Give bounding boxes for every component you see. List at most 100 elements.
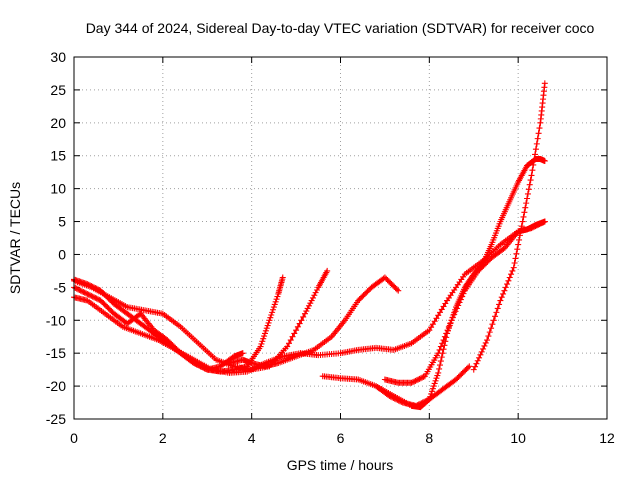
data-point bbox=[531, 156, 538, 163]
data-point bbox=[536, 125, 543, 132]
data-point bbox=[523, 200, 530, 207]
data-point bbox=[455, 373, 462, 380]
data-point bbox=[524, 190, 531, 197]
data-point bbox=[293, 327, 300, 334]
data-point bbox=[541, 218, 548, 225]
data-point bbox=[510, 264, 517, 271]
data-point bbox=[384, 277, 391, 284]
data-point bbox=[359, 293, 366, 300]
data-point bbox=[519, 218, 526, 225]
data-point bbox=[500, 290, 507, 297]
data-point bbox=[535, 130, 542, 137]
data-point bbox=[481, 342, 488, 349]
data-point bbox=[78, 288, 85, 295]
data-point bbox=[265, 319, 272, 326]
data-point bbox=[436, 365, 443, 372]
data-point bbox=[455, 302, 462, 309]
series-arc-7 bbox=[381, 218, 548, 386]
data-point bbox=[270, 304, 277, 311]
data-point bbox=[530, 161, 537, 168]
data-point bbox=[439, 340, 446, 347]
data-point bbox=[512, 255, 519, 262]
data-point bbox=[522, 204, 529, 211]
data-point bbox=[489, 321, 496, 328]
data-point bbox=[500, 245, 507, 252]
data-point bbox=[452, 308, 459, 315]
data-point bbox=[105, 305, 112, 312]
data-point bbox=[475, 267, 482, 274]
data-point bbox=[108, 308, 115, 315]
data-point bbox=[482, 339, 489, 346]
data-point bbox=[72, 285, 79, 292]
data-point bbox=[411, 378, 418, 385]
y-tick-label: 25 bbox=[50, 82, 66, 98]
data-point bbox=[440, 337, 447, 344]
data-point bbox=[490, 317, 497, 324]
data-point bbox=[509, 267, 516, 274]
data-point bbox=[274, 293, 281, 300]
data-point bbox=[289, 333, 296, 340]
data-point bbox=[480, 262, 487, 269]
data-point bbox=[94, 296, 101, 303]
data-point bbox=[460, 368, 467, 375]
data-point bbox=[517, 227, 524, 234]
series-arc-6 bbox=[319, 156, 548, 411]
data-point bbox=[395, 287, 402, 294]
y-tick-label: 5 bbox=[58, 214, 66, 230]
plot-frame bbox=[73, 56, 608, 420]
data-point bbox=[391, 395, 398, 402]
data-point bbox=[413, 377, 420, 384]
data-point bbox=[493, 309, 500, 316]
data-point bbox=[453, 305, 460, 312]
data-point bbox=[516, 236, 523, 243]
data-point bbox=[419, 374, 426, 381]
data-point bbox=[279, 274, 286, 281]
data-point bbox=[447, 320, 454, 327]
data-point bbox=[460, 290, 467, 297]
data-point bbox=[443, 330, 450, 337]
data-point bbox=[385, 278, 392, 285]
data-point bbox=[92, 294, 99, 301]
data-point bbox=[84, 290, 91, 297]
data-point bbox=[387, 279, 394, 286]
data-point bbox=[86, 292, 93, 299]
data-point bbox=[529, 167, 536, 174]
data-point bbox=[541, 80, 548, 87]
data-point bbox=[296, 320, 303, 327]
data-point bbox=[309, 294, 316, 301]
data-point bbox=[104, 304, 111, 311]
data-point bbox=[106, 306, 113, 313]
data-point bbox=[527, 177, 534, 184]
data-point bbox=[262, 327, 269, 334]
data-point bbox=[361, 290, 368, 297]
data-point bbox=[506, 274, 513, 281]
data-point bbox=[533, 140, 540, 147]
data-point bbox=[360, 292, 367, 299]
data-point bbox=[444, 327, 451, 334]
data-point bbox=[311, 292, 318, 299]
data-point bbox=[364, 288, 371, 295]
data-point bbox=[397, 398, 404, 405]
data-point bbox=[438, 354, 445, 361]
x-tick-label: 10 bbox=[510, 430, 526, 446]
data-point bbox=[423, 397, 430, 404]
data-point bbox=[392, 285, 399, 292]
data-point bbox=[416, 375, 423, 382]
data-point bbox=[472, 363, 479, 370]
data-point bbox=[261, 330, 268, 337]
data-point bbox=[525, 186, 532, 193]
data-point bbox=[390, 394, 397, 401]
data-point bbox=[420, 373, 427, 380]
data-point bbox=[76, 286, 83, 293]
data-point bbox=[502, 284, 509, 291]
data-point bbox=[264, 322, 271, 329]
data-point bbox=[263, 325, 270, 332]
data-point bbox=[394, 396, 401, 403]
data-point bbox=[464, 364, 471, 371]
data-point bbox=[486, 329, 493, 336]
data-point bbox=[432, 377, 439, 384]
data-point bbox=[304, 305, 311, 312]
data-point bbox=[532, 151, 539, 158]
data-point bbox=[492, 313, 499, 320]
data-point bbox=[413, 402, 420, 409]
